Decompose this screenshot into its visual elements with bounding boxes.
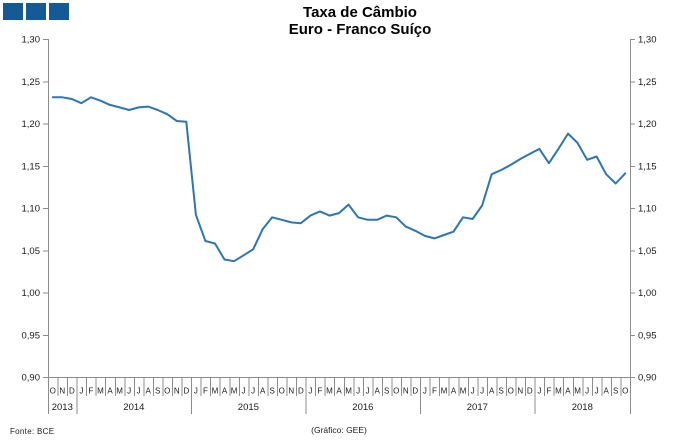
month-tick-label: M (345, 387, 352, 396)
year-label: 2014 (123, 402, 144, 413)
year-label: 2018 (572, 402, 593, 413)
month-tick-label: N (288, 387, 294, 396)
month-tick-label: S (613, 387, 618, 396)
month-tick-label: M (460, 387, 467, 396)
three-squares-logo (3, 3, 69, 20)
month-tick-label: M (231, 387, 238, 396)
y-tick-label-left: 1,05 (22, 246, 41, 257)
y-tick-label-right: 1,30 (638, 35, 657, 46)
month-tick-label: N (517, 387, 523, 396)
eur-chf-rate-line (51, 96, 627, 263)
chart-title-line1: Taxa de Câmbio (303, 4, 417, 21)
year-label: 2015 (238, 402, 259, 413)
month-tick-label: D (183, 387, 189, 396)
logo-square (49, 3, 69, 20)
month-tick-label: J (480, 387, 484, 396)
y-tick-label-right: 1,00 (638, 288, 657, 299)
month-tick-label: A (146, 387, 152, 396)
month-tick-label: A (603, 387, 609, 396)
month-tick-label: S (155, 387, 160, 396)
month-tick-label: O (622, 387, 628, 396)
y-tick-label-left: 1,25 (22, 77, 41, 88)
month-tick-label: J (585, 387, 589, 396)
chart-title-line2: Euro - Franco Suíço (288, 21, 432, 39)
year-label: 2016 (352, 402, 373, 413)
month-tick-label: M (441, 387, 448, 396)
logo-square (26, 3, 46, 20)
month-tick-label: J (79, 387, 83, 396)
month-tick-label: F (432, 387, 437, 396)
month-tick-label: S (270, 387, 275, 396)
month-tick-label: F (203, 387, 208, 396)
month-tick-label: J (251, 387, 255, 396)
month-tick-label: D (527, 387, 533, 396)
month-tick-label: J (366, 387, 370, 396)
y-tick-label-left: 1,30 (22, 35, 41, 46)
year-label: 2013 (52, 402, 73, 413)
chart-title: Taxa de Câmbio Euro - Franco Suíço (100, 4, 620, 39)
y-tick-label-right: 1,25 (638, 77, 657, 88)
month-tick-label: A (565, 387, 571, 396)
month-tick-label: M (97, 387, 104, 396)
month-tick-label: M (116, 387, 123, 396)
month-tick-label: A (222, 387, 228, 396)
month-tick-label: J (471, 387, 475, 396)
month-tick-label: F (546, 387, 551, 396)
month-tick-label: O (393, 387, 399, 396)
month-tick-label: A (107, 387, 113, 396)
logo-square (3, 3, 23, 20)
month-tick-label: A (336, 387, 342, 396)
y-tick-label-left: 0,95 (22, 330, 41, 341)
month-tick-label: S (499, 387, 504, 396)
month-tick-label: F (317, 387, 322, 396)
y-tick-label-right: 1,10 (638, 204, 657, 215)
month-tick-label: F (88, 387, 93, 396)
month-tick-label: D (69, 387, 75, 396)
month-tick-label: D (298, 387, 304, 396)
month-tick-label: J (194, 387, 198, 396)
month-tick-label: O (279, 387, 285, 396)
month-tick-label: M (555, 387, 562, 396)
month-tick-label: J (137, 387, 141, 396)
month-tick-label: A (260, 387, 266, 396)
month-tick-label: M (574, 387, 581, 396)
y-tick-label-right: 0,90 (638, 373, 657, 384)
year-label: 2017 (467, 402, 488, 413)
month-tick-label: O (50, 387, 56, 396)
y-tick-label-left: 1,15 (22, 161, 41, 172)
y-tick-label-right: 1,20 (638, 119, 657, 130)
month-tick-label: A (451, 387, 457, 396)
y-tick-label-left: 1,00 (22, 288, 41, 299)
month-tick-label: D (412, 387, 418, 396)
month-tick-label: M (212, 387, 219, 396)
y-tick-label-left: 1,20 (22, 119, 41, 130)
y-tick-label-left: 1,10 (22, 204, 41, 215)
month-tick-label: O (508, 387, 514, 396)
month-tick-label: J (127, 387, 131, 396)
y-tick-label-right: 1,05 (638, 246, 657, 257)
credit-note: (Gráfico: GEE) (311, 425, 367, 435)
y-tick-label-left: 0,90 (22, 373, 41, 384)
month-tick-label: N (403, 387, 409, 396)
month-tick-label: N (174, 387, 180, 396)
month-tick-label: J (356, 387, 360, 396)
month-tick-label: M (326, 387, 333, 396)
y-tick-label-right: 0,95 (638, 330, 657, 341)
month-tick-label: J (537, 387, 541, 396)
month-tick-label: J (595, 387, 599, 396)
y-tick-label-right: 1,15 (638, 161, 657, 172)
month-tick-label: O (164, 387, 170, 396)
month-tick-label: N (59, 387, 65, 396)
month-tick-label: J (423, 387, 427, 396)
month-tick-label: A (489, 387, 495, 396)
month-tick-label: S (384, 387, 389, 396)
month-tick-label: A (374, 387, 380, 396)
month-tick-label: J (242, 387, 246, 396)
source-note: Fonte: BCE (10, 427, 55, 436)
month-tick-label: J (308, 387, 312, 396)
